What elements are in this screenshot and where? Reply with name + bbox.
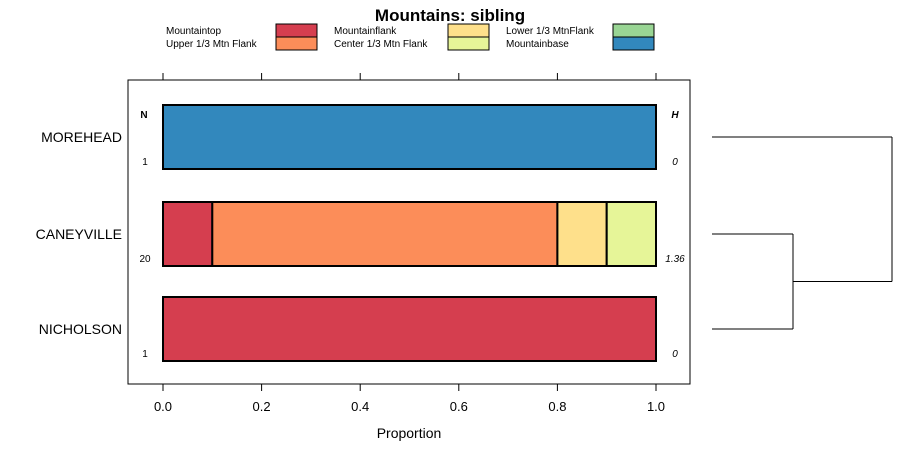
- h-value-nicholson: 0: [672, 349, 678, 360]
- legend-swatch-mountaintop: [275, 23, 318, 38]
- legend-swatch-mountainflank: [447, 23, 490, 38]
- x-tick-label: 0.0: [154, 399, 172, 414]
- bars: [162, 104, 658, 362]
- legend-swatch-mountainbase: [612, 36, 655, 51]
- x-tick-label: 0.6: [450, 399, 468, 414]
- x-axis: 0.0 0.2 0.4 0.6 0.8 1.0: [154, 73, 665, 414]
- legend-label-mountainbase: Mountainbase: [506, 39, 569, 50]
- legend-swatch-center-1-3-mtn-flank: [447, 36, 490, 51]
- bar-segment-caneyville-upper-1-3-mtn-flank: [211, 201, 559, 267]
- x-tick-label: 0.8: [548, 399, 566, 414]
- x-axis-label: Proportion: [377, 425, 442, 441]
- row-labels: MOREHEAD 1 0 CANEYVILLE 20 1.36 NICHOLSON 1 0: [36, 129, 686, 360]
- bar-segment-morehead-mountainbase: [162, 104, 657, 170]
- legend-label-lower-1-3-mtnflank: Lower 1/3 MtnFlank: [506, 26, 595, 37]
- n-header: N: [140, 110, 147, 121]
- row-label-nicholson: NICHOLSON: [39, 321, 122, 337]
- h-header: H: [671, 110, 679, 121]
- chart-title: Mountains: sibling: [375, 6, 525, 25]
- legend-label-mountainflank: Mountainflank: [334, 26, 397, 37]
- bar-segment-caneyville-mountaintop: [162, 201, 214, 267]
- x-tick-label: 0.2: [253, 399, 271, 414]
- legend-label-mountaintop: Mountaintop: [166, 26, 221, 37]
- h-value-caneyville: 1.36: [665, 254, 685, 265]
- dendrogram: [712, 136, 893, 330]
- legend-swatch-lower-1-3-mtnflank: [612, 23, 655, 38]
- row-label-caneyville: CANEYVILLE: [36, 226, 122, 242]
- bar-segment-caneyville-center-1-3-mtn-flank: [605, 201, 658, 267]
- bar-segment-caneyville-mountainflank: [556, 201, 608, 267]
- plot-frame: [127, 79, 691, 385]
- x-tick-label: 0.4: [351, 399, 369, 414]
- legend-swatch-upper-1-3-mtn-flank: [275, 36, 318, 51]
- bar-segment-nicholson-mountaintop: [162, 296, 657, 362]
- n-value-nicholson: 1: [142, 349, 148, 360]
- legend-label-center-1-3-mtn-flank: Center 1/3 Mtn Flank: [334, 39, 428, 50]
- x-tick-label: 1.0: [647, 399, 665, 414]
- h-value-morehead: 0: [672, 157, 678, 168]
- n-value-caneyville: 20: [139, 254, 151, 265]
- legend: Mountaintop Upper 1/3 Mtn Flank Mountainfl…: [166, 23, 655, 51]
- n-value-morehead: 1: [142, 157, 148, 168]
- legend-label-upper-1-3-mtn-flank: Upper 1/3 Mtn Flank: [166, 39, 258, 50]
- row-label-morehead: MOREHEAD: [41, 129, 122, 145]
